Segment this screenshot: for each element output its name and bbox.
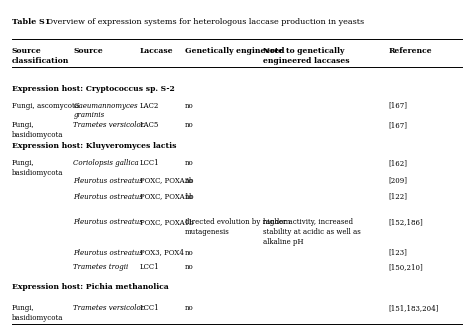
Text: Fungi, ascomycota: Fungi, ascomycota (12, 102, 79, 110)
Text: POXC, POXA1b: POXC, POXA1b (140, 218, 193, 226)
Text: directed evolution by random
mutagenesis: directed evolution by random mutagenesis (185, 218, 290, 236)
Text: no: no (185, 249, 193, 257)
Text: no: no (185, 102, 193, 110)
Text: [162]: [162] (389, 159, 408, 167)
Text: Laccase: Laccase (140, 47, 173, 55)
Text: [167]: [167] (389, 121, 408, 129)
Text: Expression host: Pichia methanolica: Expression host: Pichia methanolica (12, 283, 169, 291)
Text: Trametes versicolor: Trametes versicolor (73, 304, 145, 312)
Text: Table S1: Table S1 (12, 18, 50, 26)
Text: LCC1: LCC1 (140, 159, 159, 167)
Text: [151,183,204]: [151,183,204] (389, 304, 439, 312)
Text: Fungi,
basidiomycota: Fungi, basidiomycota (12, 121, 64, 139)
Text: Expression host: Cryptococcus sp. S-2: Expression host: Cryptococcus sp. S-2 (12, 85, 174, 93)
Text: Source: Source (73, 47, 103, 55)
Text: no: no (185, 159, 193, 167)
Text: Note to genetically
engineered laccases: Note to genetically engineered laccases (263, 47, 350, 65)
Text: [123]: [123] (389, 249, 408, 257)
Text: [150,210]: [150,210] (389, 263, 423, 271)
Text: LCC1: LCC1 (140, 263, 159, 271)
Text: Trametes trogii: Trametes trogii (73, 263, 129, 271)
Text: no: no (185, 121, 193, 129)
Text: Reference: Reference (389, 47, 432, 55)
Text: LAC5: LAC5 (140, 121, 159, 129)
Text: Source
classification: Source classification (12, 47, 69, 65)
Text: Trametes versicolor: Trametes versicolor (73, 121, 145, 129)
Text: [167]: [167] (389, 102, 408, 110)
Text: LCC1: LCC1 (140, 304, 159, 312)
Text: no: no (185, 304, 193, 312)
Text: Fungi,
basidiomycota: Fungi, basidiomycota (12, 304, 64, 322)
Text: no: no (185, 263, 193, 271)
Text: Genetically engineered: Genetically engineered (185, 47, 284, 55)
Text: no: no (185, 193, 193, 201)
Text: Pleurotus ostreatus: Pleurotus ostreatus (73, 249, 143, 257)
Text: POX3, POX4: POX3, POX4 (140, 249, 184, 257)
Text: [122]: [122] (389, 193, 408, 201)
Text: Gaeumannomyces
graminis: Gaeumannomyces graminis (73, 102, 138, 119)
Text: Pleurotus ostreatus: Pleurotus ostreatus (73, 193, 143, 201)
Text: no: no (185, 177, 193, 185)
Text: higher activity, increased
stability at acidic as well as
alkaline pH: higher activity, increased stability at … (263, 218, 361, 246)
Text: POXC, POXA3b: POXC, POXA3b (140, 177, 193, 185)
Text: Pleurotus ostreatus: Pleurotus ostreatus (73, 177, 143, 185)
Text: Fungi,
basidiomycota: Fungi, basidiomycota (12, 159, 64, 177)
Text: [152,186]: [152,186] (389, 218, 423, 226)
Text: [209]: [209] (389, 177, 408, 185)
Text: LAC2: LAC2 (140, 102, 159, 110)
Text: POXC, POXA1b: POXC, POXA1b (140, 193, 193, 201)
Text: Expression host: Kluyveromyces lactis: Expression host: Kluyveromyces lactis (12, 142, 176, 150)
Text: Overview of expression systems for heterologous laccase production in yeasts: Overview of expression systems for heter… (44, 18, 364, 26)
Text: Pleurotus ostreatus: Pleurotus ostreatus (73, 218, 143, 226)
Text: Coriolopsis gallica: Coriolopsis gallica (73, 159, 139, 167)
